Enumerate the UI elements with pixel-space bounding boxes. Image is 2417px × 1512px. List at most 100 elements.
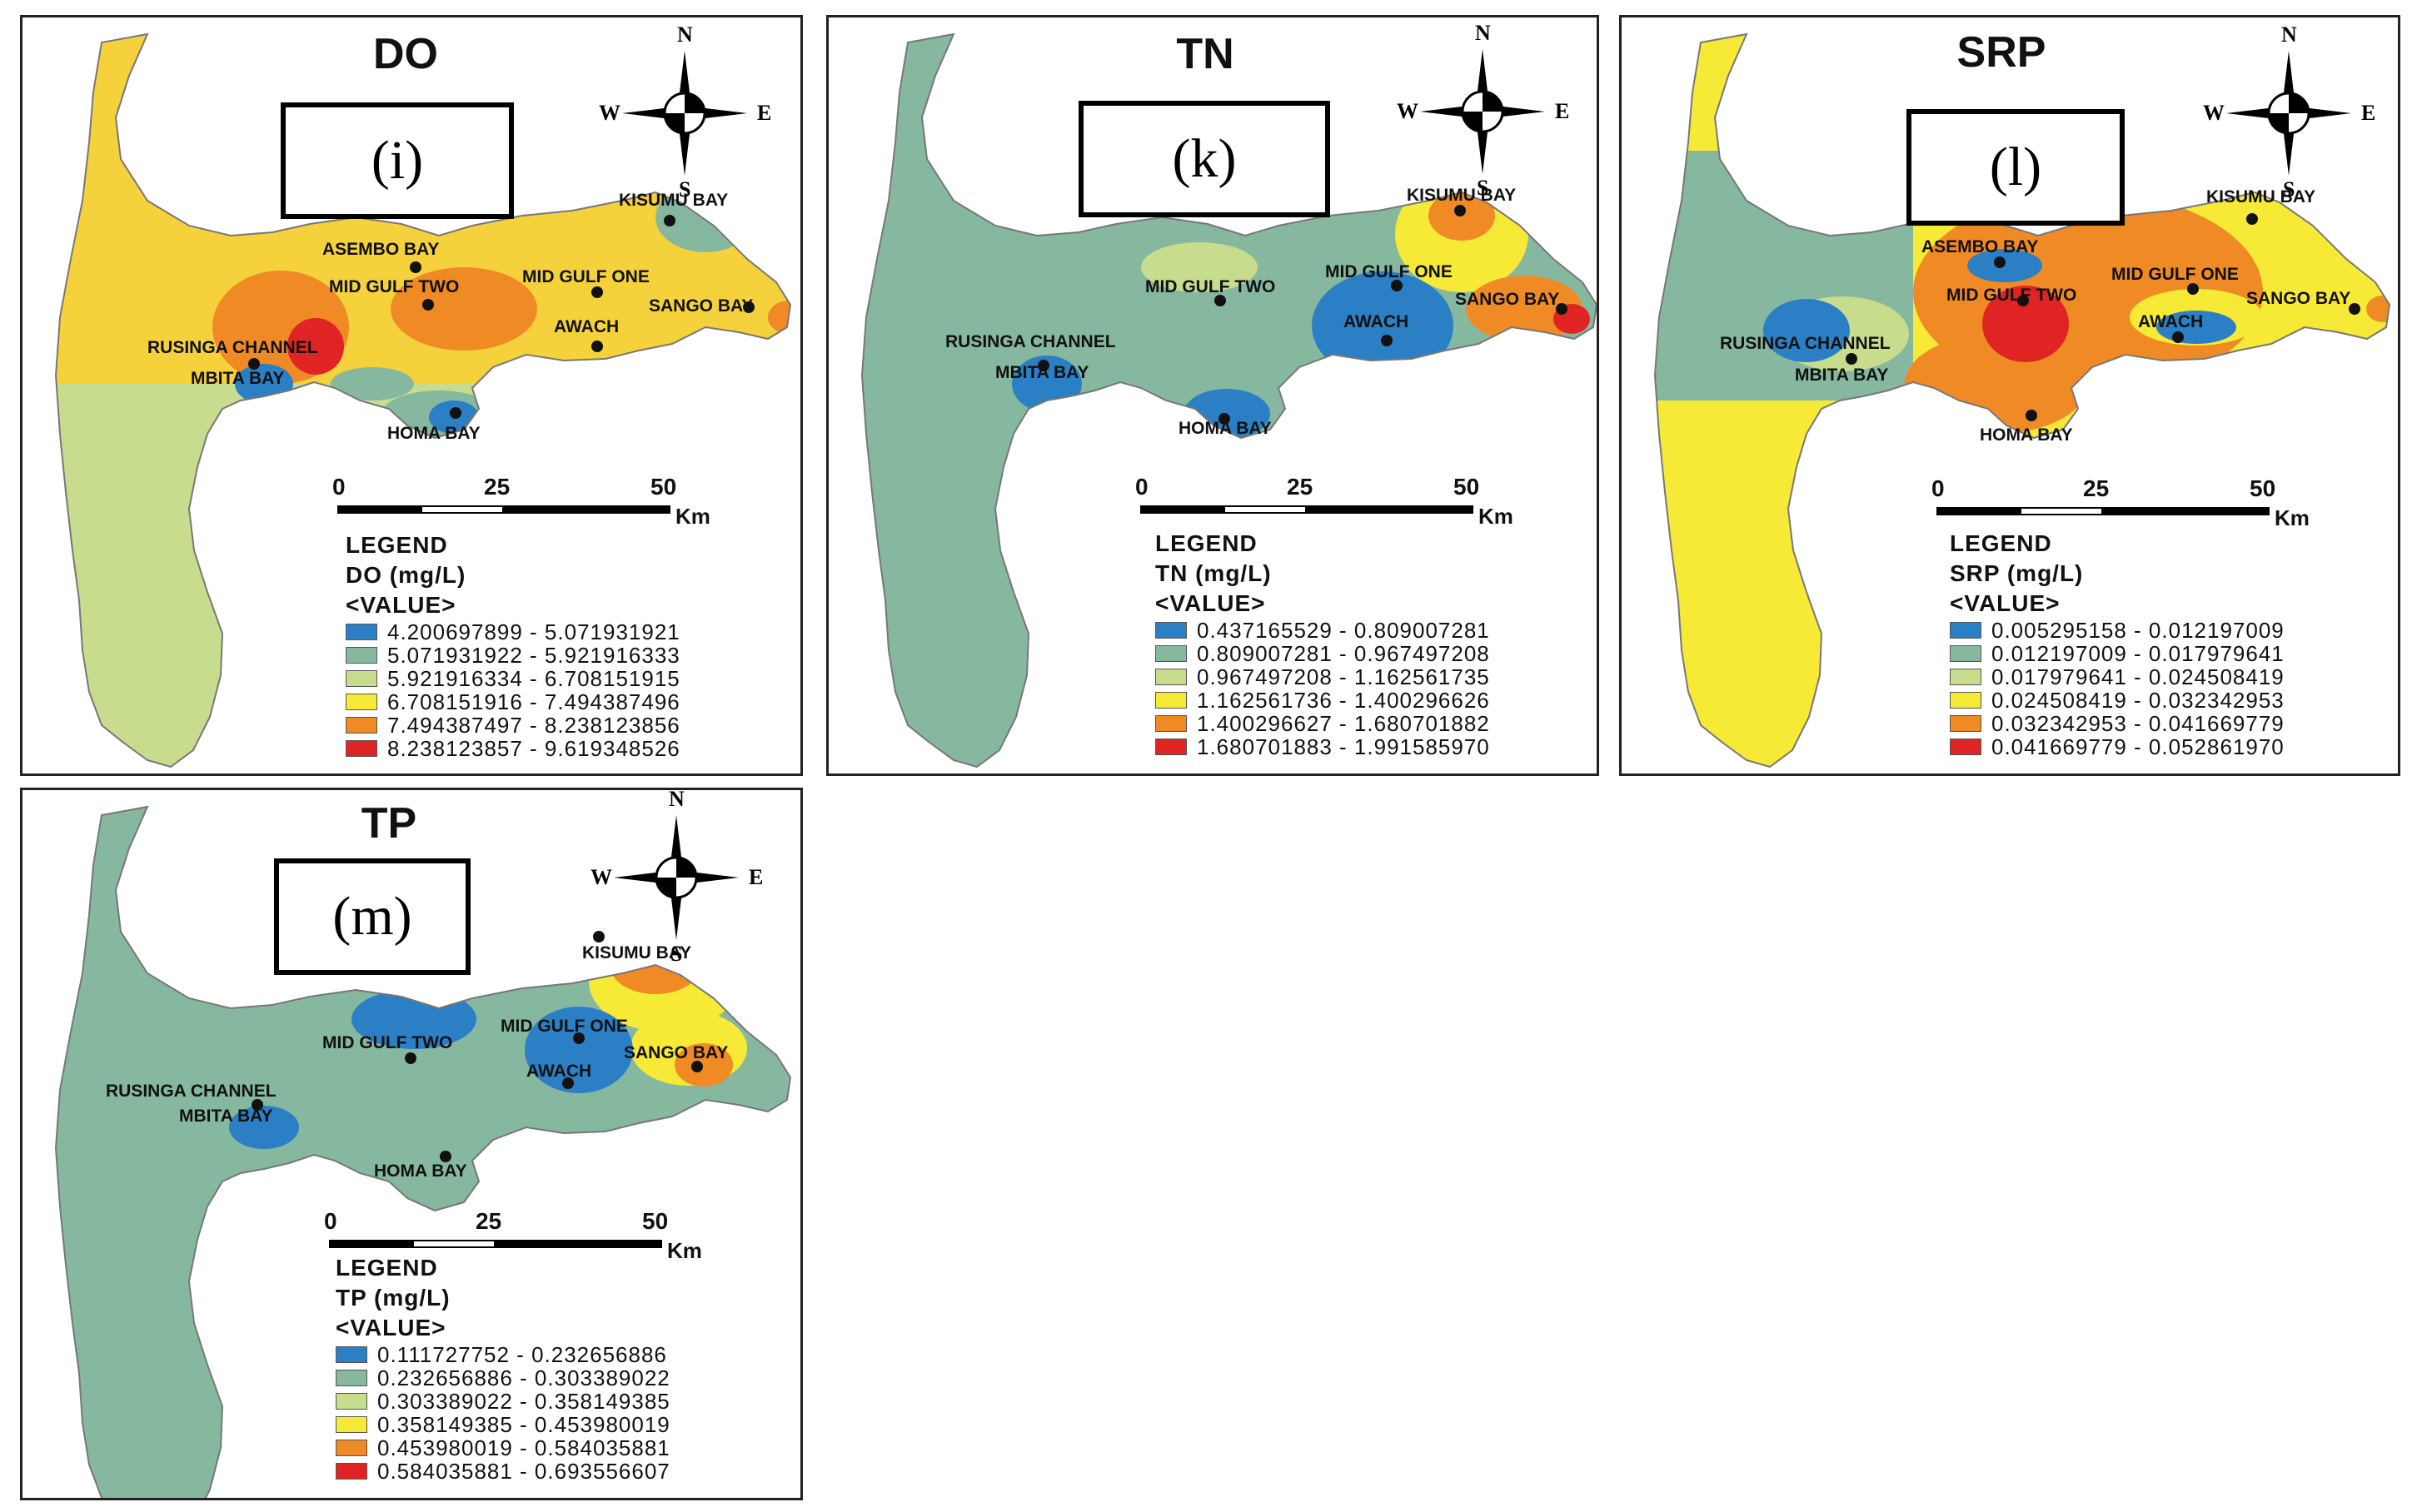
compass-rose-icon xyxy=(2226,51,2351,176)
legend-heading: LEGEND xyxy=(1950,530,2052,556)
legend: LEGEND SRP (mg/L) <VALUE> 0.005295158 - … xyxy=(1950,529,2285,759)
contour-orange xyxy=(675,1043,733,1087)
legend-heading: LEGEND xyxy=(336,1255,438,1281)
scale-bar: 0 25 50 Km xyxy=(1135,474,1513,529)
place-homa-bay: HOMA BAY xyxy=(1179,419,1272,438)
contour-orange xyxy=(391,267,537,351)
place-awach: AWACH xyxy=(1343,312,1408,331)
place-mbita-bay: MBITA BAY xyxy=(1795,366,1888,385)
panel-label-box: (i) xyxy=(281,102,514,219)
place-mid-gulf-two: MID GULF TWO xyxy=(329,277,459,296)
contour-blue xyxy=(1312,271,1453,380)
place-kisumu-bay: KISUMU BAY xyxy=(2206,187,2315,206)
compass-n: N xyxy=(2281,22,2297,47)
scale-bar: 0 25 50 Km xyxy=(332,474,710,529)
legend-row: 0.437165529 - 0.809007281 xyxy=(1155,618,1490,643)
place-awach: AWACH xyxy=(2138,312,2203,331)
legend-row: 0.017979641 - 0.024508419 xyxy=(1950,664,2285,689)
panel-title: TP xyxy=(361,799,417,848)
contour-blue xyxy=(229,1106,299,1149)
legend-row: 6.708151916 - 7.494387496 xyxy=(346,689,680,714)
place-mbita-bay: MBITA BAY xyxy=(995,363,1089,382)
compass-s: S xyxy=(679,177,691,201)
compass-w: W xyxy=(591,865,612,889)
compass-s: S xyxy=(1477,176,1489,200)
place-mid-gulf-one: MID GULF ONE xyxy=(1325,262,1453,281)
legend: LEGEND TN (mg/L) <VALUE> 0.437165529 - 0… xyxy=(1155,529,1490,759)
station-points xyxy=(248,215,755,419)
contour-blue xyxy=(1967,249,2042,282)
legend-row: 0.584035881 - 0.693556607 xyxy=(336,1459,670,1484)
legend-row: 8.238123857 - 9.619348526 xyxy=(346,736,680,761)
contour-blue xyxy=(525,1007,633,1093)
compass-rose-icon xyxy=(1420,49,1545,174)
place-mid-gulf-two: MID GULF TWO xyxy=(322,1033,452,1052)
map-panel-tp: KISUMU BAY MID GULF TWO MID GULF ONE SAN… xyxy=(20,787,803,1500)
contour-red xyxy=(287,318,344,375)
legend-param: TP (mg/L) xyxy=(336,1285,451,1311)
compass-w: W xyxy=(599,101,620,125)
compass-n: N xyxy=(1475,21,1491,45)
place-sango-bay: SANGO BAY xyxy=(2246,289,2350,308)
legend-param: TN (mg/L) xyxy=(1155,560,1272,586)
legend-param: DO (mg/L) xyxy=(346,562,466,588)
legend-row: 1.680701883 - 1.991585970 xyxy=(1155,734,1490,759)
panel-label-box: (k) xyxy=(1079,101,1330,217)
legend: LEGEND DO (mg/L) <VALUE> 4.200697899 - 5… xyxy=(346,530,680,761)
place-asembo-bay: ASEMBO BAY xyxy=(322,240,439,259)
place-homa-bay: HOMA BAY xyxy=(374,1161,467,1181)
legend-row: 0.041669779 - 0.052861970 xyxy=(1950,734,2285,759)
legend-row: 0.453980019 - 0.584035881 xyxy=(336,1435,670,1460)
panel-label-box: (m) xyxy=(274,858,471,975)
compass-rose-icon xyxy=(614,815,739,940)
place-sango-bay: SANGO BAY xyxy=(649,296,753,316)
station-points xyxy=(1846,213,2360,421)
legend-value: <VALUE> xyxy=(1950,590,2061,616)
place-mid-gulf-one: MID GULF ONE xyxy=(2111,265,2239,284)
compass-w: W xyxy=(2203,101,2225,125)
legend-row: 0.111727752 - 0.232656886 xyxy=(336,1342,670,1367)
panel-title: TN xyxy=(1176,30,1234,78)
legend-row: 0.024508419 - 0.032342953 xyxy=(1950,688,2285,713)
place-mid-gulf-two: MID GULF TWO xyxy=(1946,286,2076,305)
compass-n: N xyxy=(677,22,693,47)
contour-orange xyxy=(2366,296,2390,322)
lake-map-srp: KISUMU BAY ASEMBO BAY MID GULF TWO MID G… xyxy=(1653,32,2391,768)
legend-param: SRP (mg/L) xyxy=(1950,560,2084,586)
place-kisumu-bay: KISUMU BAY xyxy=(1407,186,1516,205)
compass-e: E xyxy=(757,101,772,125)
contour-red xyxy=(1982,286,2069,362)
station-points xyxy=(252,931,703,1162)
contour-teal xyxy=(331,367,414,400)
compass-e: E xyxy=(749,865,764,889)
legend-row: 0.809007281 - 0.967497208 xyxy=(1155,641,1490,666)
legend-row: 0.967497208 - 1.162561735 xyxy=(1155,664,1490,689)
legend-row: 5.071931922 - 5.921916333 xyxy=(346,643,680,668)
place-homa-bay: HOMA BAY xyxy=(387,424,481,443)
north-arrow: N S W E xyxy=(1397,21,1569,200)
place-asembo-bay: ASEMBO BAY xyxy=(1921,237,2038,256)
north-arrow: N S W E xyxy=(2203,22,2375,201)
contour-lightgreen xyxy=(1141,242,1258,292)
north-arrow: N S W E xyxy=(591,787,763,966)
legend-row: 1.162561736 - 1.400296626 xyxy=(1155,688,1490,713)
compass-w: W xyxy=(1397,99,1418,123)
map-panel-tn: KISUMU BAY MID GULF TWO MID GULF ONE SAN… xyxy=(826,15,1599,776)
legend-row: 0.032342953 - 0.041669779 xyxy=(1950,711,2285,736)
compass-e: E xyxy=(2361,101,2376,125)
place-kisumu-bay: KISUMU BAY xyxy=(582,943,691,962)
legend-value: <VALUE> xyxy=(346,592,456,618)
place-sango-bay: SANGO BAY xyxy=(1455,290,1559,309)
legend-row: 0.232656886 - 0.303389022 xyxy=(336,1365,670,1390)
legend-heading: LEGEND xyxy=(1155,530,1258,556)
scale-bar: 0 25 50 Km xyxy=(324,1208,702,1263)
place-kisumu-bay: KISUMU BAY xyxy=(619,191,728,210)
legend-row: 0.358149385 - 0.453980019 xyxy=(336,1412,670,1437)
panel-title: DO xyxy=(373,30,438,78)
place-rusinga-channel: RUSINGA CHANNEL xyxy=(106,1082,277,1101)
scale-bar: 0 25 50 Km xyxy=(1931,475,2310,530)
compass-n: N xyxy=(669,787,685,811)
map-panel-do: KISUMU BAY ASEMBO BAY MID GULF TWO MID G… xyxy=(20,15,803,776)
compass-s: S xyxy=(670,942,683,966)
contour-orange xyxy=(1466,276,1582,342)
